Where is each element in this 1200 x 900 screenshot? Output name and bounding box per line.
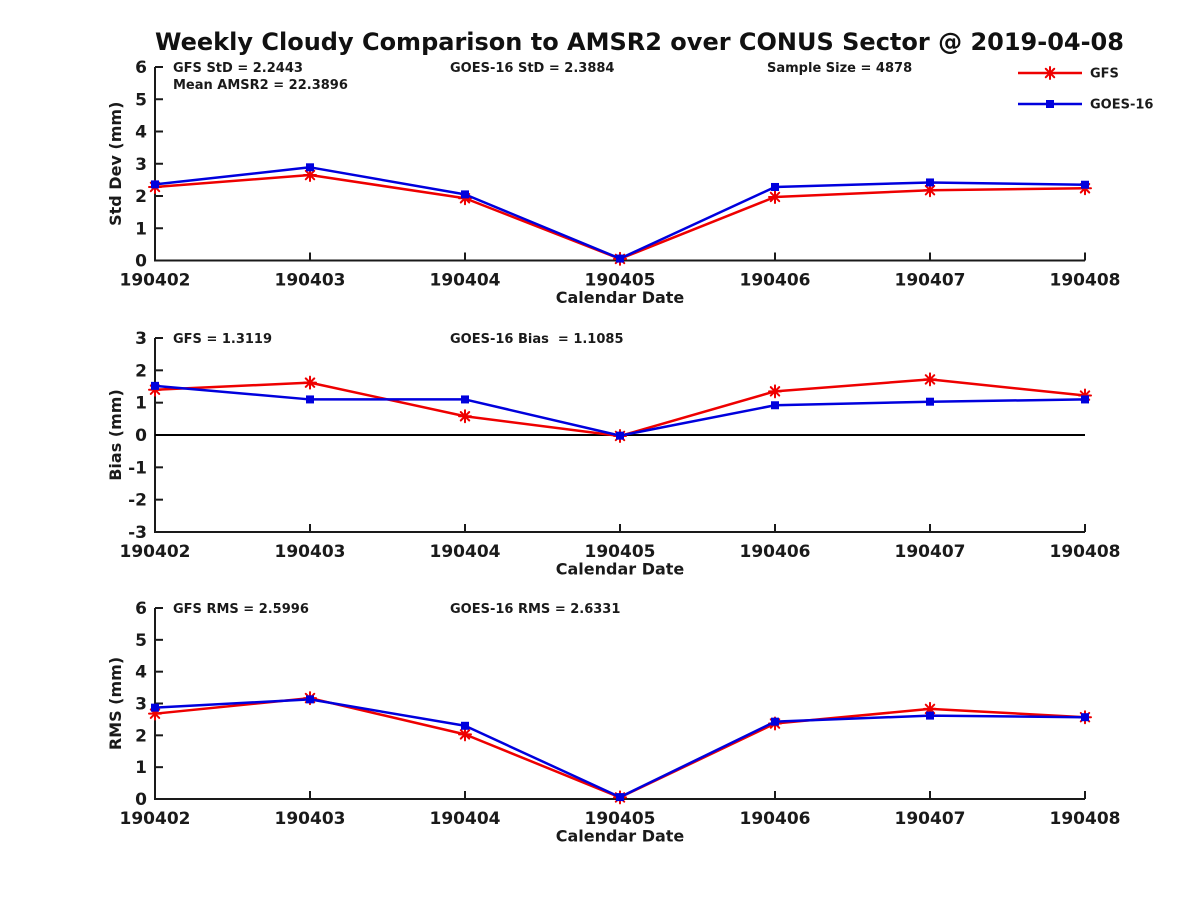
goes16-marker bbox=[771, 717, 779, 726]
gfs-marker bbox=[459, 411, 471, 422]
legend-marker-gfs bbox=[1044, 67, 1056, 79]
stat-annotation: GOES-16 StD = 2.3884 bbox=[450, 61, 614, 76]
legend-label: GOES-16 bbox=[1090, 98, 1153, 113]
goes16-line bbox=[154, 166, 1086, 260]
y-tick-label: 5 bbox=[135, 631, 147, 651]
goes16-marker bbox=[926, 178, 934, 187]
y-tick-label: 0 bbox=[135, 426, 147, 446]
x-tick-label: 190403 bbox=[275, 542, 346, 562]
goes16-marker bbox=[151, 180, 159, 189]
goes16-marker bbox=[1081, 395, 1089, 404]
gfs-marker bbox=[924, 374, 936, 385]
y-tick-label: -2 bbox=[128, 491, 147, 511]
y-axis-label: Bias (mm) bbox=[106, 389, 125, 481]
gfs-marker bbox=[304, 169, 316, 181]
y-tick-label: 1 bbox=[135, 394, 147, 414]
y-tick-label: 2 bbox=[135, 361, 147, 381]
gfs-line bbox=[154, 378, 1086, 438]
x-tick-label: 190408 bbox=[1050, 271, 1121, 291]
y-tick-label: 0 bbox=[135, 790, 147, 810]
chart-title: Weekly Cloudy Comparison to AMSR2 over C… bbox=[155, 28, 1124, 56]
stat-annotation: GFS StD = 2.2443 bbox=[173, 61, 303, 76]
gfs-marker bbox=[769, 386, 781, 397]
y-tick-label: 3 bbox=[135, 695, 147, 715]
x-tick-label: 190406 bbox=[740, 809, 811, 829]
x-tick-label: 190405 bbox=[585, 542, 656, 562]
x-tick-label: 190402 bbox=[120, 809, 191, 829]
x-tick-label: 190404 bbox=[430, 809, 501, 829]
stat-annotation: Sample Size = 4878 bbox=[767, 61, 912, 76]
y-tick-label: 6 bbox=[135, 58, 147, 78]
gfs-line bbox=[154, 696, 1086, 799]
x-tick-label: 190407 bbox=[895, 271, 966, 291]
goes16-marker bbox=[461, 395, 469, 404]
y-tick-label: 3 bbox=[135, 155, 147, 175]
goes16-marker bbox=[616, 254, 624, 263]
y-tick-label: -1 bbox=[128, 458, 147, 478]
y-tick-label: 5 bbox=[135, 90, 147, 110]
y-tick-label: 4 bbox=[135, 663, 147, 683]
goes16-marker bbox=[151, 703, 159, 712]
goes16-marker bbox=[926, 711, 934, 720]
x-tick-label: 190407 bbox=[895, 542, 966, 562]
goes16-marker bbox=[151, 381, 159, 390]
stat-annotation: GFS RMS = 2.5996 bbox=[173, 602, 309, 617]
goes16-marker bbox=[771, 401, 779, 410]
y-tick-label: 3 bbox=[135, 329, 147, 349]
goes16-marker bbox=[461, 190, 469, 199]
y-tick-label: 1 bbox=[135, 219, 147, 239]
goes16-marker bbox=[1081, 180, 1089, 189]
y-tick-label: 2 bbox=[135, 726, 147, 746]
goes16-marker bbox=[1081, 713, 1089, 722]
y-tick-label: 1 bbox=[135, 758, 147, 778]
x-axis-label: Calendar Date bbox=[556, 560, 685, 579]
y-tick-label: -3 bbox=[128, 523, 147, 543]
gfs-marker bbox=[459, 729, 471, 740]
x-tick-label: 190402 bbox=[120, 271, 191, 291]
x-tick-label: 190403 bbox=[275, 271, 346, 291]
goes16-marker bbox=[461, 721, 469, 730]
x-tick-label: 190408 bbox=[1050, 809, 1121, 829]
x-tick-label: 190404 bbox=[430, 271, 501, 291]
goes16-marker bbox=[771, 182, 779, 191]
gfs-marker bbox=[769, 191, 781, 203]
x-tick-label: 190407 bbox=[895, 809, 966, 829]
gfs-line bbox=[154, 173, 1086, 261]
y-tick-label: 2 bbox=[135, 187, 147, 207]
x-tick-label: 190403 bbox=[275, 809, 346, 829]
goes16-line bbox=[154, 384, 1086, 437]
x-tick-label: 190405 bbox=[585, 271, 656, 291]
y-axis-label: Std Dev (mm) bbox=[106, 102, 125, 226]
x-tick-label: 190402 bbox=[120, 542, 191, 562]
gfs-marker bbox=[924, 184, 936, 196]
y-tick-label: 4 bbox=[135, 123, 147, 143]
goes16-marker bbox=[306, 695, 314, 704]
y-axis-label: RMS (mm) bbox=[106, 657, 125, 750]
x-axis-label: Calendar Date bbox=[556, 827, 685, 846]
goes16-marker bbox=[616, 793, 624, 802]
x-axis-label: Calendar Date bbox=[556, 288, 685, 307]
goes16-marker bbox=[306, 163, 314, 172]
stat-annotation: GOES-16 RMS = 2.6331 bbox=[450, 602, 620, 617]
x-tick-label: 190404 bbox=[430, 542, 501, 562]
y-tick-label: 0 bbox=[135, 252, 147, 272]
x-tick-label: 190405 bbox=[585, 809, 656, 829]
stat-annotation: GOES-16 Bias = 1.1085 bbox=[450, 332, 624, 347]
y-tick-label: 6 bbox=[135, 599, 147, 619]
stat-annotation: GFS = 1.3119 bbox=[173, 332, 272, 347]
gfs-marker bbox=[304, 377, 316, 388]
legend-marker-goes16 bbox=[1046, 100, 1054, 108]
x-tick-label: 190408 bbox=[1050, 542, 1121, 562]
goes16-marker bbox=[306, 395, 314, 404]
goes16-marker bbox=[926, 397, 934, 406]
legend-label: GFS bbox=[1090, 67, 1119, 82]
goes16-marker bbox=[616, 431, 624, 440]
x-tick-label: 190406 bbox=[740, 271, 811, 291]
goes16-line bbox=[154, 698, 1086, 799]
x-tick-label: 190406 bbox=[740, 542, 811, 562]
stat-annotation: Mean AMSR2 = 22.3896 bbox=[173, 78, 348, 93]
